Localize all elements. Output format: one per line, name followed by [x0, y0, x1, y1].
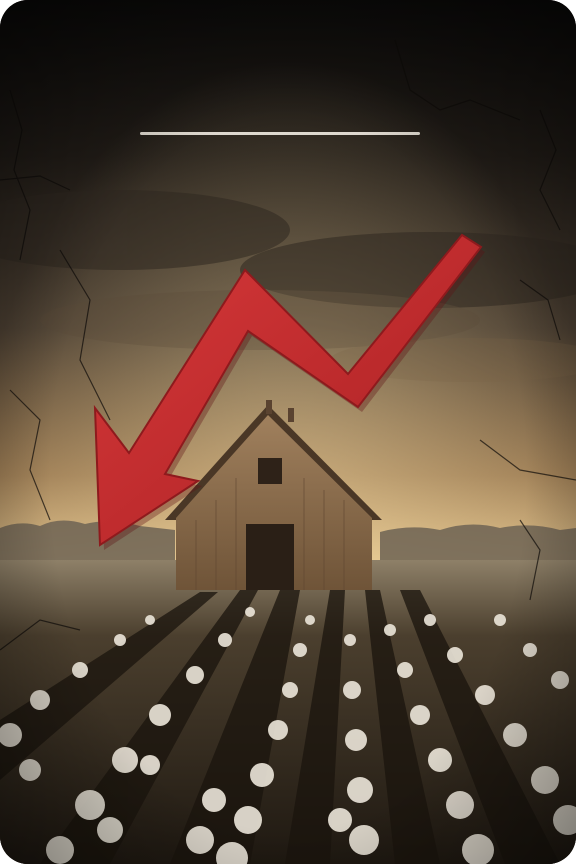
- card-frame: [0, 0, 576, 864]
- barn-field-illustration: [0, 0, 576, 864]
- vignette: [0, 0, 576, 864]
